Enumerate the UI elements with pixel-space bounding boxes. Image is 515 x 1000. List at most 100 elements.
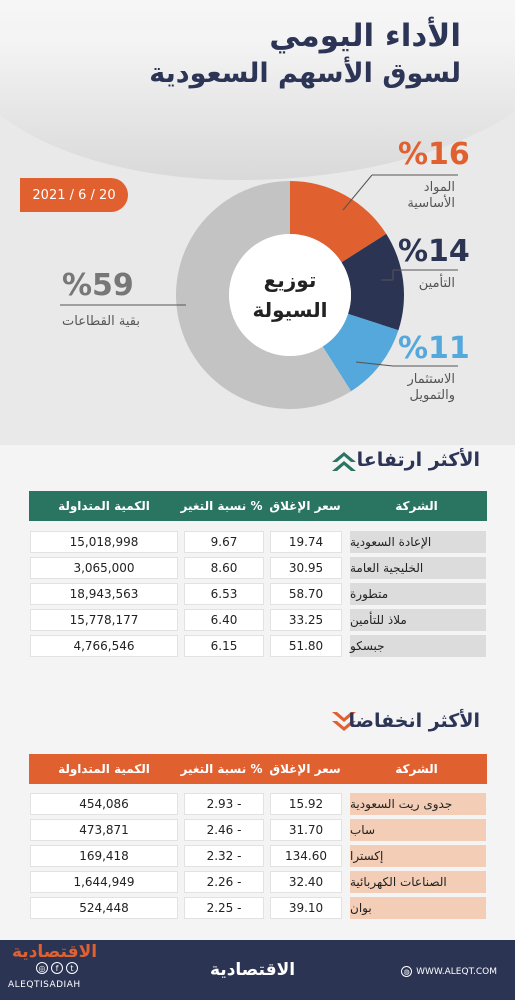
table-row: 15,018,998 9.67 19.74 الإعادة السعودية (30, 531, 486, 553)
date-badge: 2021 / 6 / 20 (20, 178, 128, 212)
gainers-heading: الأكثر ارتفاعا (356, 449, 480, 471)
slice-label-materials: %16 (398, 137, 470, 172)
slice-label-insurance: %14 (398, 234, 470, 269)
center-line1: توزيع (263, 268, 317, 292)
volume-cell: 1,644,949 (30, 871, 178, 893)
page-title: الأداء اليومي (269, 18, 461, 54)
close-cell: 32.40 (270, 871, 342, 893)
table-row: 473,871 2.46 - 31.70 ساب (30, 819, 486, 841)
col-volume: الكمية المتداولة (58, 499, 150, 513)
close-cell: 19.74 (270, 531, 342, 553)
slice-name-line: والتمويل (409, 388, 455, 403)
footer-logo: الاقتصادية (12, 942, 98, 962)
volume-cell: 169,418 (30, 845, 178, 867)
company-cell: إكسترا (350, 845, 486, 867)
change-cell: 6.15 (184, 635, 264, 657)
social-icons: ◎ f t (36, 962, 78, 974)
table-row: 3,065,000 8.60 30.95 الخليجية العامة (30, 557, 486, 579)
slice-label-others: %59 (62, 268, 134, 303)
company-cell: جبسكو (350, 635, 486, 657)
globe-icon: ◍ (401, 966, 413, 977)
chevron-up-icon (332, 452, 356, 471)
col-close: سعر الإغلاق (269, 762, 341, 776)
company-cell: ملاذ للتأمين (350, 609, 486, 631)
website-link[interactable]: ◍ WWW.ALEQT.COM (401, 966, 497, 977)
col-close: سعر الإغلاق (269, 499, 341, 513)
company-cell: الإعادة السعودية (350, 531, 486, 553)
center-line2: السيولة (252, 298, 328, 322)
slice-name-investment: الاستثمار والتمويل (407, 372, 455, 404)
table-row: 18,943,563 6.53 58.70 متطورة (30, 583, 486, 605)
change-cell: 6.40 (184, 609, 264, 631)
company-cell: بوان (350, 897, 486, 919)
header-band (0, 0, 515, 180)
company-cell: متطورة (350, 583, 486, 605)
change-cell: 2.46 - (184, 819, 264, 841)
twitter-icon[interactable]: t (66, 962, 78, 974)
change-cell: 9.67 (184, 531, 264, 553)
volume-cell: 3,065,000 (30, 557, 178, 579)
table-row: 524,448 2.25 - 39.10 بوان (30, 897, 486, 919)
close-cell: 31.70 (270, 819, 342, 841)
slice-investment (322, 313, 399, 392)
change-cell: 8.60 (184, 557, 264, 579)
close-cell: 15.92 (270, 793, 342, 815)
slice-name-line: الاستثمار (407, 372, 455, 387)
chevron-down-icon (332, 712, 356, 731)
slice-materials (290, 181, 387, 263)
gainers-table-header: الكمية المتداولة نسبة التغير % سعر الإغل… (29, 491, 487, 521)
table-row: 15,778,177 6.40 33.25 ملاذ للتأمين (30, 609, 486, 631)
chart-center-title: توزيع السيولة (228, 265, 352, 325)
footer: الاقتصادية ◎ f t ALEQTISADIAH الاقتصادية… (0, 940, 515, 1000)
instagram-icon[interactable]: ◎ (36, 962, 48, 974)
slice-others (176, 181, 352, 409)
volume-cell: 15,018,998 (30, 531, 178, 553)
table-row: 454,086 2.93 - 15.92 جدوى ريت السعودية (30, 793, 486, 815)
slice-name-line: الأساسية (407, 196, 455, 211)
volume-cell: 4,766,546 (30, 635, 178, 657)
website-text: WWW.ALEQT.COM (416, 966, 497, 977)
volume-cell: 473,871 (30, 819, 178, 841)
slice-name-insurance: التأمين (418, 276, 455, 291)
donut-chart (60, 174, 458, 409)
col-change: نسبة التغير % (180, 499, 263, 513)
change-cell: 2.32 - (184, 845, 264, 867)
slice-name-line: المواد (423, 180, 455, 195)
close-cell: 58.70 (270, 583, 342, 605)
col-company: الشركة (395, 762, 438, 776)
change-cell: 2.93 - (184, 793, 264, 815)
table-row: 169,418 2.32 - 134.60 إكسترا (30, 845, 486, 867)
table-row: 1,644,949 2.26 - 32.40 الصناعات الكهربائية (30, 871, 486, 893)
change-cell: 2.26 - (184, 871, 264, 893)
company-cell: جدوى ريت السعودية (350, 793, 486, 815)
close-cell: 39.10 (270, 897, 342, 919)
company-cell: الخليجية العامة (350, 557, 486, 579)
slice-name-materials: المواد الأساسية (407, 180, 455, 212)
change-cell: 2.25 - (184, 897, 264, 919)
close-cell: 134.60 (270, 845, 342, 867)
social-handle: ALEQTISADIAH (8, 980, 81, 990)
close-cell: 30.95 (270, 557, 342, 579)
close-cell: 33.25 (270, 609, 342, 631)
table-row: 4,766,546 6.15 51.80 جبسكو (30, 635, 486, 657)
slice-insurance (341, 233, 404, 331)
col-volume: الكمية المتداولة (58, 762, 150, 776)
losers-table-header: الكمية المتداولة نسبة التغير % سعر الإغل… (29, 754, 487, 784)
volume-cell: 454,086 (30, 793, 178, 815)
volume-cell: 524,448 (30, 897, 178, 919)
col-company: الشركة (395, 499, 438, 513)
close-cell: 51.80 (270, 635, 342, 657)
footer-logo-center: الاقتصادية (210, 960, 296, 980)
change-cell: 6.53 (184, 583, 264, 605)
losers-heading: الأكثر انخفاضا (348, 710, 480, 732)
company-cell: الصناعات الكهربائية (350, 871, 486, 893)
volume-cell: 15,778,177 (30, 609, 178, 631)
facebook-icon[interactable]: f (51, 962, 63, 974)
col-change: نسبة التغير % (180, 762, 263, 776)
leader-line (342, 174, 373, 211)
volume-cell: 18,943,563 (30, 583, 178, 605)
chart-section: الأداء اليومي لسوق الأسهم السعودية 2021 … (0, 0, 515, 445)
leader-line (355, 361, 394, 367)
slice-label-investment: %11 (398, 331, 470, 366)
donut-hole (229, 234, 351, 356)
